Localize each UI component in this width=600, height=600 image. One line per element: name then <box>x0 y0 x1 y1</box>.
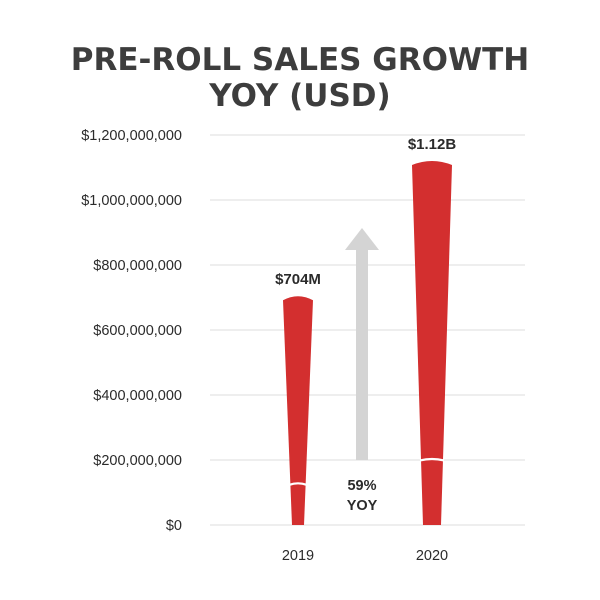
bar-2020 <box>412 161 452 525</box>
y-tick-label: $1,000,000,000 <box>81 193 182 209</box>
data-label-2020: $1.12B <box>408 136 457 153</box>
data-label-2019: $704M <box>275 271 321 288</box>
y-tick-label: $0 <box>166 518 182 534</box>
category-label-2019: 2019 <box>282 548 314 564</box>
y-tick-label: $200,000,000 <box>93 453 182 469</box>
chart-title-line-1: PRE-ROLL SALES GROWTH <box>71 42 529 78</box>
x-axis-category-labels: 2019 2020 <box>282 548 448 564</box>
bars <box>283 161 452 525</box>
bar-filter-band <box>289 482 307 486</box>
bar-2019 <box>283 296 313 525</box>
chart-title-line-2: YOY (USD) <box>208 78 390 114</box>
growth-arrow-head <box>345 228 379 250</box>
y-axis-tick-labels: $0 $200,000,000 $400,000,000 $600,000,000 $8… <box>81 128 182 534</box>
growth-note-percent: 59% <box>347 478 376 494</box>
growth-arrow-shaft <box>356 248 368 460</box>
category-label-2020: 2020 <box>416 548 448 564</box>
growth-note-yoy: YOY <box>347 498 378 514</box>
y-tick-label: $800,000,000 <box>93 258 182 274</box>
y-tick-label: $600,000,000 <box>93 323 182 339</box>
growth-arrow <box>345 228 379 460</box>
y-tick-label: $400,000,000 <box>93 388 182 404</box>
data-labels: $704M $1.12B <box>275 136 456 288</box>
y-tick-label: $1,200,000,000 <box>81 128 182 144</box>
bar-filter-band <box>419 457 445 462</box>
